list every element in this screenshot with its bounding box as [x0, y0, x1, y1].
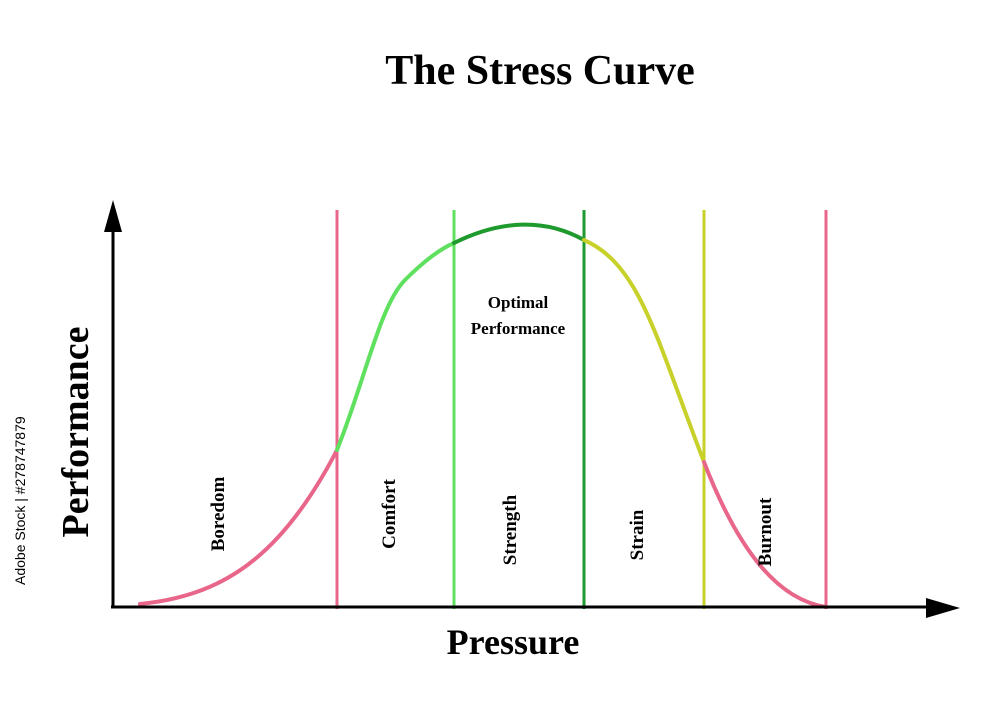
zone-label: Comfort: [379, 479, 400, 549]
zone-label: Burnout: [755, 497, 776, 566]
x-axis-label: Pressure: [447, 622, 580, 662]
y-axis-label: Performance: [55, 327, 97, 538]
zone-label: Strain: [627, 509, 648, 560]
watermark: Adobe Stock | #278747879: [12, 416, 28, 585]
curve-boredom: [138, 448, 339, 606]
peak-label: Performance: [471, 319, 566, 338]
zone-label: Boredom: [208, 477, 229, 552]
x-axis-arrow: [926, 598, 960, 618]
curve-strength: [452, 222, 586, 245]
curve-burnout: [702, 460, 828, 609]
curve-comfort: [335, 241, 456, 452]
title: The Stress Curve: [385, 48, 695, 94]
peak-label: Optimal: [488, 293, 549, 312]
y-axis-arrow: [104, 200, 122, 232]
zone-label: Strength: [500, 494, 521, 565]
curve-strain: [582, 238, 706, 464]
